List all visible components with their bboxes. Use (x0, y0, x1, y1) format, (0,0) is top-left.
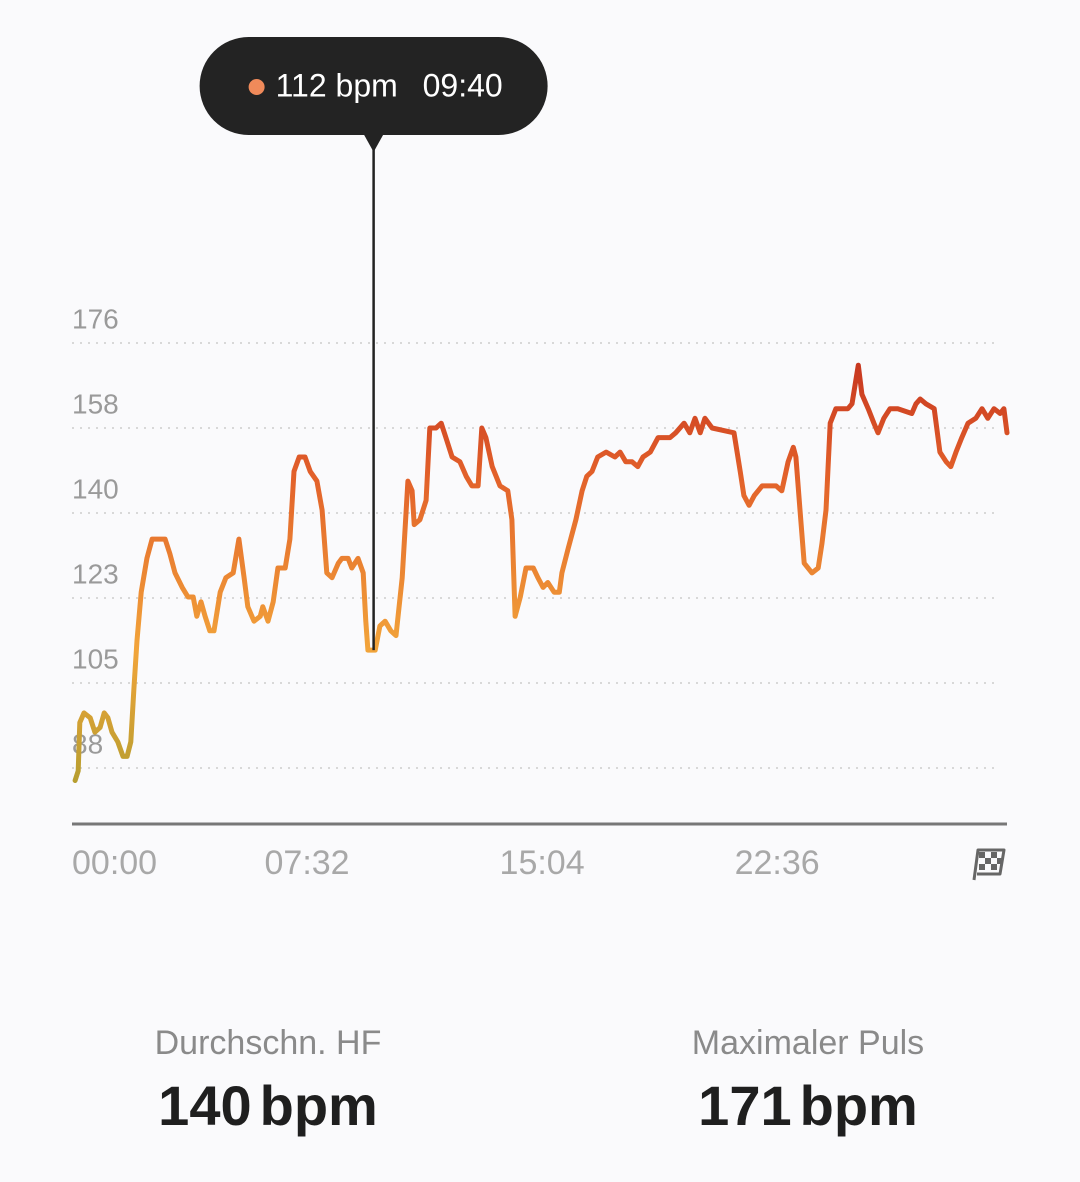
stat-unit: bpm (260, 1074, 378, 1137)
x-tick-label: 00:00 (72, 844, 157, 882)
stat-number: 140 (158, 1074, 251, 1137)
stat-label: Maximaler Puls (692, 1024, 924, 1062)
tooltip-pointer (363, 134, 384, 152)
stat-label: Durchschn. HF (155, 1024, 382, 1062)
y-tick-label: 105 (72, 643, 119, 674)
tooltip-value: 112 bpm (276, 67, 398, 103)
finish-flag-icon (972, 848, 1006, 881)
y-tick-label: 158 (72, 388, 119, 419)
stat-number: 171 (698, 1074, 791, 1137)
tooltip-box (199, 37, 548, 135)
y-tick-label: 123 (72, 558, 119, 589)
stat-value: 171 bpm (698, 1074, 918, 1137)
heart-rate-line (72, 362, 1010, 783)
tooltip-dot (248, 79, 265, 95)
x-tick-label: 15:04 (500, 844, 585, 882)
y-tick-label: 176 (72, 303, 119, 334)
stat-unit: bpm (800, 1074, 918, 1137)
stat-value: 140 bpm (158, 1074, 378, 1137)
tooltip-time: 09:40 (423, 67, 503, 103)
x-tick-label: 07:32 (265, 844, 350, 882)
y-tick-label: 140 (72, 473, 119, 504)
x-tick-label: 22:36 (735, 844, 820, 882)
